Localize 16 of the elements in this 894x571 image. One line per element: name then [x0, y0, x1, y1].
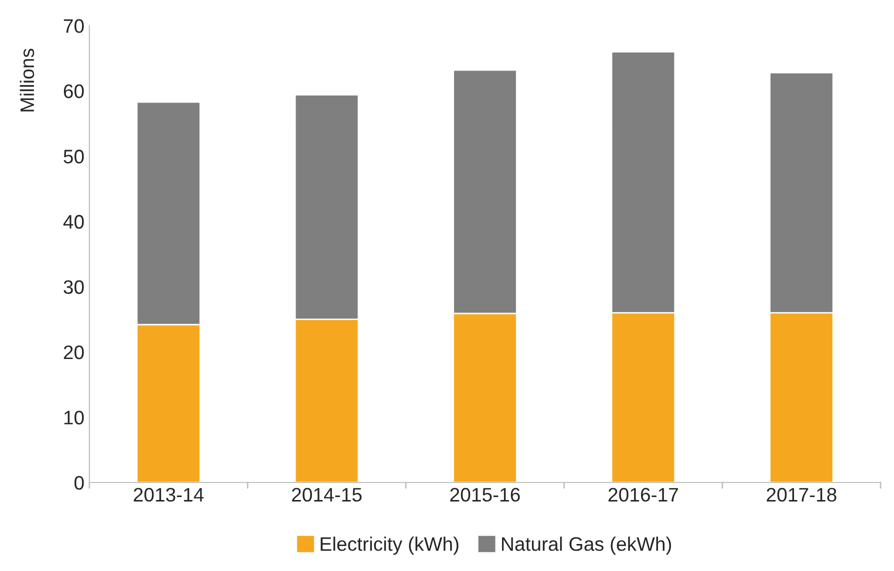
x-tick-label: 2014-15 [292, 488, 362, 502]
x-tick-label: 2017-18 [766, 488, 836, 502]
y-tick-label: 30 [64, 280, 84, 294]
y-tick-label: 10 [64, 410, 84, 424]
y-tick-label: 50 [64, 150, 84, 164]
y-tick-label: 60 [64, 84, 84, 98]
y-tick-label: 20 [64, 345, 84, 360]
x-tick-label: 2016-17 [608, 488, 678, 502]
legend-label: Electricity (kWh) [320, 536, 458, 555]
y-tick-label: 70 [64, 19, 84, 33]
x-tick-label: 2015-16 [450, 488, 520, 502]
y-axis-title: Millions [20, 48, 34, 112]
y-tick-label: 0 [74, 476, 84, 490]
y-tick-label: 40 [63, 214, 84, 229]
legend-label: Natural Gas (ekWh) [502, 536, 672, 555]
x-tick-label: 2013-14 [134, 488, 204, 502]
